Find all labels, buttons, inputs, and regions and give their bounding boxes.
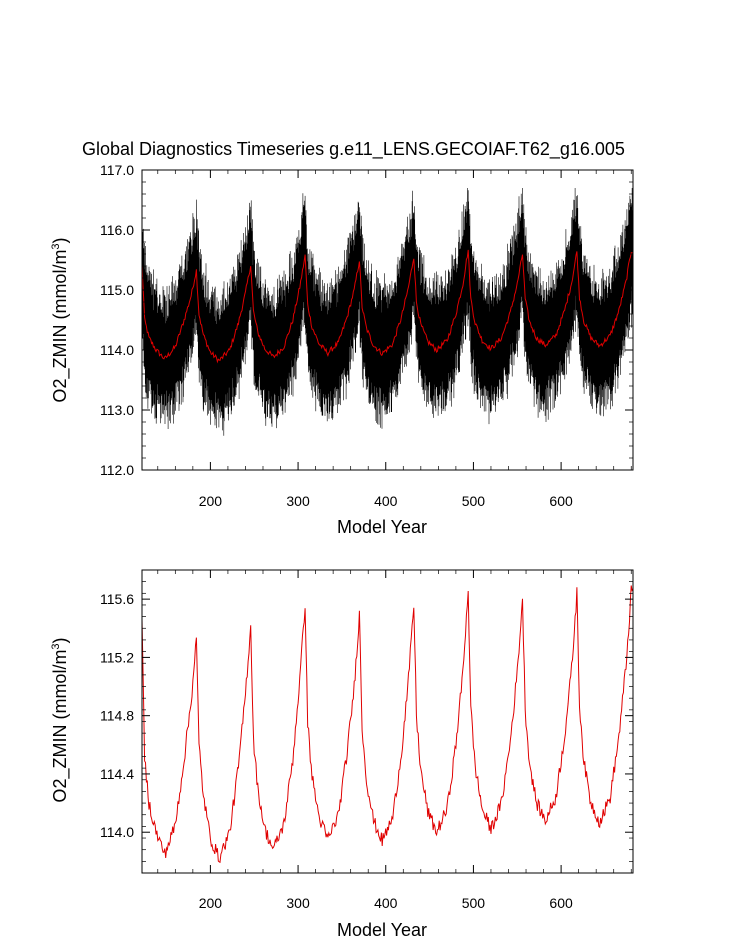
bottom-y-tick-label-114.4: 114.4 [100, 766, 134, 782]
bottom-plot-area [141, 585, 634, 864]
bottom-y-tick-label-115.6: 115.6 [100, 591, 134, 607]
top-panel: Global Diagnostics Timeseries g.e11_LENS… [50, 139, 634, 537]
top-y-tick-label-114: 114.0 [100, 342, 134, 358]
bottom-y-ticks: 114.0 114.4 114.8 115.2 115.6 [100, 591, 633, 840]
bottom-x-axis-label: Model Year [337, 920, 427, 940]
top-x-tick-label-300: 300 [286, 493, 310, 509]
bottom-x-tick-label-200: 200 [199, 895, 223, 911]
chart-title: Global Diagnostics Timeseries g.e11_LENS… [82, 139, 625, 160]
top-y-ticks: 112.0 113.0 114.0 115.0 116.0 117.0 [100, 162, 633, 478]
bottom-x-ticks: 200 300 400 500 600 [199, 570, 573, 911]
bottom-x-tick-label-600: 600 [549, 895, 573, 911]
top-x-tick-label-500: 500 [462, 493, 486, 509]
top-x-ticks: 200 300 400 500 600 [199, 170, 573, 509]
bottom-y-axis-label-superscript: 3 [50, 643, 62, 649]
monthly-series-black [141, 187, 634, 436]
top-plot-frame [141, 169, 634, 471]
top-plot-area [141, 187, 634, 436]
bottom-minor-ticks [142, 569, 633, 874]
top-x-tick-label-200: 200 [199, 493, 223, 509]
top-y-tick-label-117: 117.0 [100, 162, 134, 178]
bottom-x-tick-label-300: 300 [286, 895, 310, 911]
top-y-tick-label-113: 113.0 [100, 402, 134, 418]
bottom-x-tick-label-500: 500 [462, 895, 486, 911]
monthly-series-line [141, 187, 634, 436]
bottom-y-tick-label-115.2: 115.2 [100, 649, 134, 665]
top-x-axis-label: Model Year [337, 517, 427, 537]
top-x-tick-label-400: 400 [374, 493, 398, 509]
top-y-tick-label-112: 112.0 [100, 462, 134, 478]
bottom-panel: 200 300 400 500 600 114.0 114.4 114.8 115.2 115.… [50, 569, 634, 940]
annual-mean-series-red-detail [141, 585, 634, 864]
top-y-axis-label-superscript: 3 [50, 243, 62, 249]
annual-mean-series-red [141, 249, 634, 364]
top-y-tick-label-115: 115.0 [100, 282, 134, 298]
bottom-y-tick-label-114.8: 114.8 [100, 708, 134, 724]
bottom-y-tick-label-114: 114.0 [100, 824, 134, 840]
bottom-y-axis-label: O2_ZMIN (mmol/m3) [50, 637, 71, 802]
bottom-x-tick-label-400: 400 [374, 895, 398, 911]
top-x-tick-label-600: 600 [549, 493, 573, 509]
top-minor-ticks [142, 169, 633, 471]
top-y-tick-label-116: 116.0 [100, 222, 134, 238]
top-y-axis-label: O2_ZMIN (mmol/m3) [50, 237, 71, 402]
